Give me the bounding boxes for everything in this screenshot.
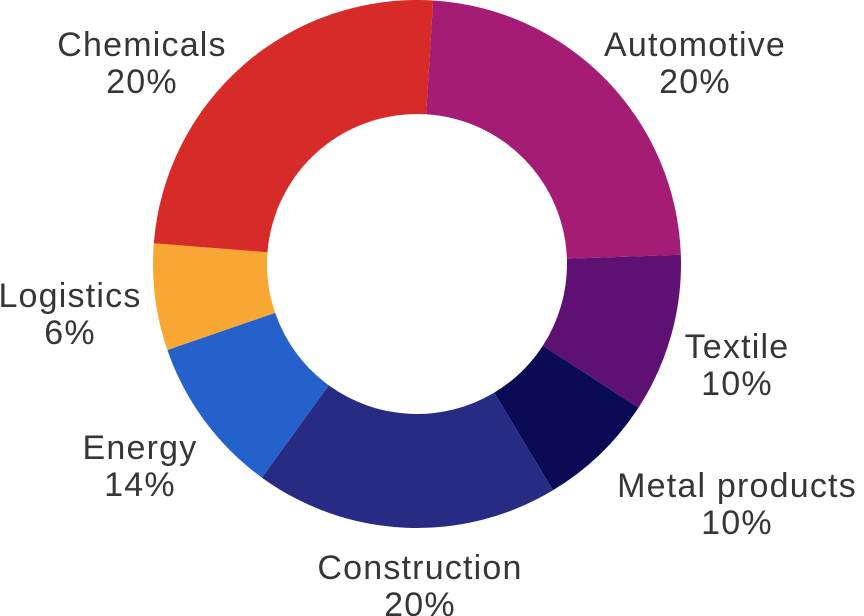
slice-label-percent: 10% (701, 504, 773, 542)
slice-label-construction: Construction 20% (317, 550, 522, 616)
pie-slice-energy (167, 312, 329, 478)
slice-label-percent: 10% (701, 365, 773, 403)
pie-slice-chemicals (153, 0, 434, 253)
pie-slice-textile (542, 254, 682, 408)
slice-label-chemicals: Chemicals 20% (57, 27, 227, 101)
slice-label-name: Construction (317, 549, 523, 587)
slice-label-name: Automotive (603, 26, 787, 64)
pie-slice-metal-products (494, 345, 639, 491)
pie-slice-logistics (152, 243, 276, 350)
slice-label-metal-products: Metal products 10% (617, 468, 857, 542)
slice-label-percent: 14% (104, 466, 176, 504)
slice-label-automotive: Automotive 20% (604, 27, 786, 101)
slice-label-percent: 6% (44, 314, 96, 352)
slice-label-name: Textile (684, 328, 790, 366)
slice-label-name: Metal products (617, 467, 857, 505)
slice-label-name: Logistics (0, 277, 142, 315)
slice-label-logistics: Logistics 6% (0, 278, 142, 352)
slice-label-name: Chemicals (57, 26, 227, 64)
pie-slice-automotive (426, 0, 681, 259)
slice-label-percent: 20% (106, 63, 178, 101)
slice-label-name: Energy (82, 429, 198, 467)
slice-label-percent: 20% (384, 586, 456, 616)
slice-label-percent: 20% (659, 63, 731, 101)
slice-label-energy: Energy 14% (83, 430, 198, 504)
slice-label-textile: Textile 10% (685, 329, 790, 403)
pie-slice-construction (261, 385, 553, 529)
